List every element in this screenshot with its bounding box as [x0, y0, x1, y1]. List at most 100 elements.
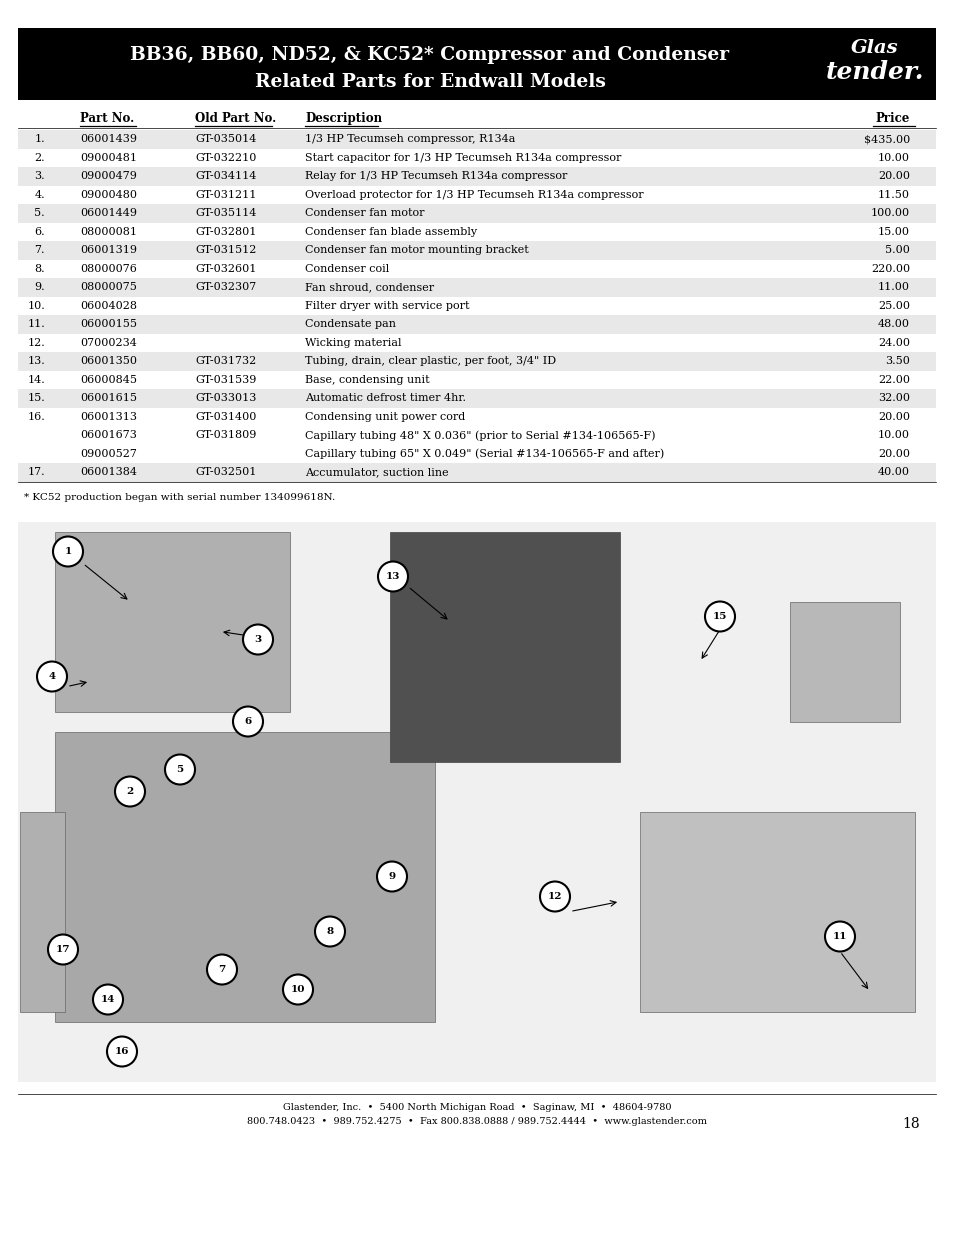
Circle shape: [48, 935, 78, 965]
Text: 6.: 6.: [34, 227, 45, 237]
Text: tender.: tender.: [825, 61, 923, 84]
Text: 5.: 5.: [34, 209, 45, 219]
Text: 4.: 4.: [34, 190, 45, 200]
Circle shape: [53, 536, 83, 567]
Text: 08000076: 08000076: [80, 264, 136, 274]
Text: GT-031809: GT-031809: [194, 430, 256, 440]
Text: GT-033013: GT-033013: [194, 393, 256, 404]
FancyBboxPatch shape: [18, 278, 935, 296]
Text: 15.00: 15.00: [877, 227, 909, 237]
Text: 100.00: 100.00: [870, 209, 909, 219]
Text: 9.: 9.: [34, 283, 45, 293]
FancyBboxPatch shape: [20, 811, 65, 1011]
Text: 06001449: 06001449: [80, 209, 137, 219]
Text: GT-031732: GT-031732: [194, 356, 256, 367]
Text: 06001615: 06001615: [80, 393, 137, 404]
Text: GT-031512: GT-031512: [194, 246, 256, 256]
FancyBboxPatch shape: [18, 204, 935, 222]
Text: 3: 3: [254, 635, 261, 643]
Text: 3.50: 3.50: [884, 356, 909, 367]
Circle shape: [37, 662, 67, 692]
Text: 10.: 10.: [28, 301, 45, 311]
Text: 08000081: 08000081: [80, 227, 137, 237]
Text: Condenser fan blade assembly: Condenser fan blade assembly: [305, 227, 476, 237]
Text: Related Parts for Endwall Models: Related Parts for Endwall Models: [254, 73, 605, 91]
Text: Price: Price: [875, 112, 909, 125]
FancyBboxPatch shape: [18, 167, 935, 185]
FancyBboxPatch shape: [18, 28, 935, 100]
Text: 1.: 1.: [34, 135, 45, 144]
Text: GT-032210: GT-032210: [194, 153, 256, 163]
Text: 06001384: 06001384: [80, 467, 137, 477]
Circle shape: [314, 916, 345, 946]
Text: 48.00: 48.00: [877, 320, 909, 330]
Text: 7.: 7.: [34, 246, 45, 256]
Circle shape: [283, 974, 313, 1004]
Text: 09000527: 09000527: [80, 448, 136, 458]
Text: 06001313: 06001313: [80, 411, 137, 421]
Text: 14.: 14.: [28, 374, 45, 385]
Text: 12.: 12.: [28, 337, 45, 348]
Text: 17: 17: [55, 945, 71, 953]
Text: Condensate pan: Condensate pan: [305, 320, 395, 330]
Text: Start capacitor for 1/3 HP Tecumseh R134a compressor: Start capacitor for 1/3 HP Tecumseh R134…: [305, 153, 620, 163]
Circle shape: [115, 777, 145, 806]
Text: 09000479: 09000479: [80, 172, 136, 182]
Text: 25.00: 25.00: [877, 301, 909, 311]
Text: GT-031211: GT-031211: [194, 190, 256, 200]
Text: Condenser fan motor: Condenser fan motor: [305, 209, 424, 219]
FancyBboxPatch shape: [18, 463, 935, 482]
Text: 11.00: 11.00: [877, 283, 909, 293]
Circle shape: [377, 562, 408, 592]
Text: Condensing unit power cord: Condensing unit power cord: [305, 411, 465, 421]
Text: 10.00: 10.00: [877, 430, 909, 440]
Text: 5: 5: [176, 764, 183, 774]
Text: 13.: 13.: [28, 356, 45, 367]
Circle shape: [233, 706, 263, 736]
Text: Old Part No.: Old Part No.: [194, 112, 276, 125]
FancyBboxPatch shape: [789, 601, 899, 721]
Circle shape: [824, 921, 854, 951]
Text: 09000480: 09000480: [80, 190, 137, 200]
Text: Tubing, drain, clear plastic, per foot, 3/4" ID: Tubing, drain, clear plastic, per foot, …: [305, 356, 556, 367]
Text: 20.00: 20.00: [877, 411, 909, 421]
Text: 10: 10: [291, 986, 305, 994]
Text: GT-031539: GT-031539: [194, 374, 256, 385]
Text: 06001319: 06001319: [80, 246, 137, 256]
Text: 14: 14: [101, 995, 115, 1004]
Text: 11: 11: [832, 932, 846, 941]
Text: GT-032801: GT-032801: [194, 227, 256, 237]
Text: Fan shroud, condenser: Fan shroud, condenser: [305, 283, 434, 293]
Text: 32.00: 32.00: [877, 393, 909, 404]
Text: 17.: 17.: [28, 467, 45, 477]
Text: 06001439: 06001439: [80, 135, 137, 144]
Text: GT-031400: GT-031400: [194, 411, 256, 421]
Circle shape: [243, 625, 273, 655]
Text: 16: 16: [114, 1047, 129, 1056]
Circle shape: [107, 1036, 137, 1067]
Text: Capillary tubing 48" X 0.036" (prior to Serial #134-106565-F): Capillary tubing 48" X 0.036" (prior to …: [305, 430, 655, 441]
Text: 20.00: 20.00: [877, 448, 909, 458]
Text: 13: 13: [385, 572, 399, 580]
Text: 8.: 8.: [34, 264, 45, 274]
Text: 4: 4: [49, 672, 55, 680]
Circle shape: [704, 601, 734, 631]
Text: GT-032501: GT-032501: [194, 467, 256, 477]
Text: 220.00: 220.00: [870, 264, 909, 274]
Text: 12: 12: [547, 892, 561, 902]
Text: 6: 6: [244, 718, 252, 726]
Text: GT-032307: GT-032307: [194, 283, 256, 293]
Text: Condenser fan motor mounting bracket: Condenser fan motor mounting bracket: [305, 246, 528, 256]
Text: Relay for 1/3 HP Tecumseh R134a compressor: Relay for 1/3 HP Tecumseh R134a compress…: [305, 172, 567, 182]
Text: Overload protector for 1/3 HP Tecumseh R134a compressor: Overload protector for 1/3 HP Tecumseh R…: [305, 190, 643, 200]
Text: Automatic defrost timer 4hr.: Automatic defrost timer 4hr.: [305, 393, 465, 404]
Text: $435.00: $435.00: [862, 135, 909, 144]
Text: 07000234: 07000234: [80, 337, 136, 348]
Circle shape: [376, 862, 407, 892]
Circle shape: [539, 882, 569, 911]
Text: Part No.: Part No.: [80, 112, 134, 125]
Text: 11.50: 11.50: [877, 190, 909, 200]
Text: 9: 9: [388, 872, 395, 881]
Text: 06000155: 06000155: [80, 320, 137, 330]
Circle shape: [92, 984, 123, 1014]
